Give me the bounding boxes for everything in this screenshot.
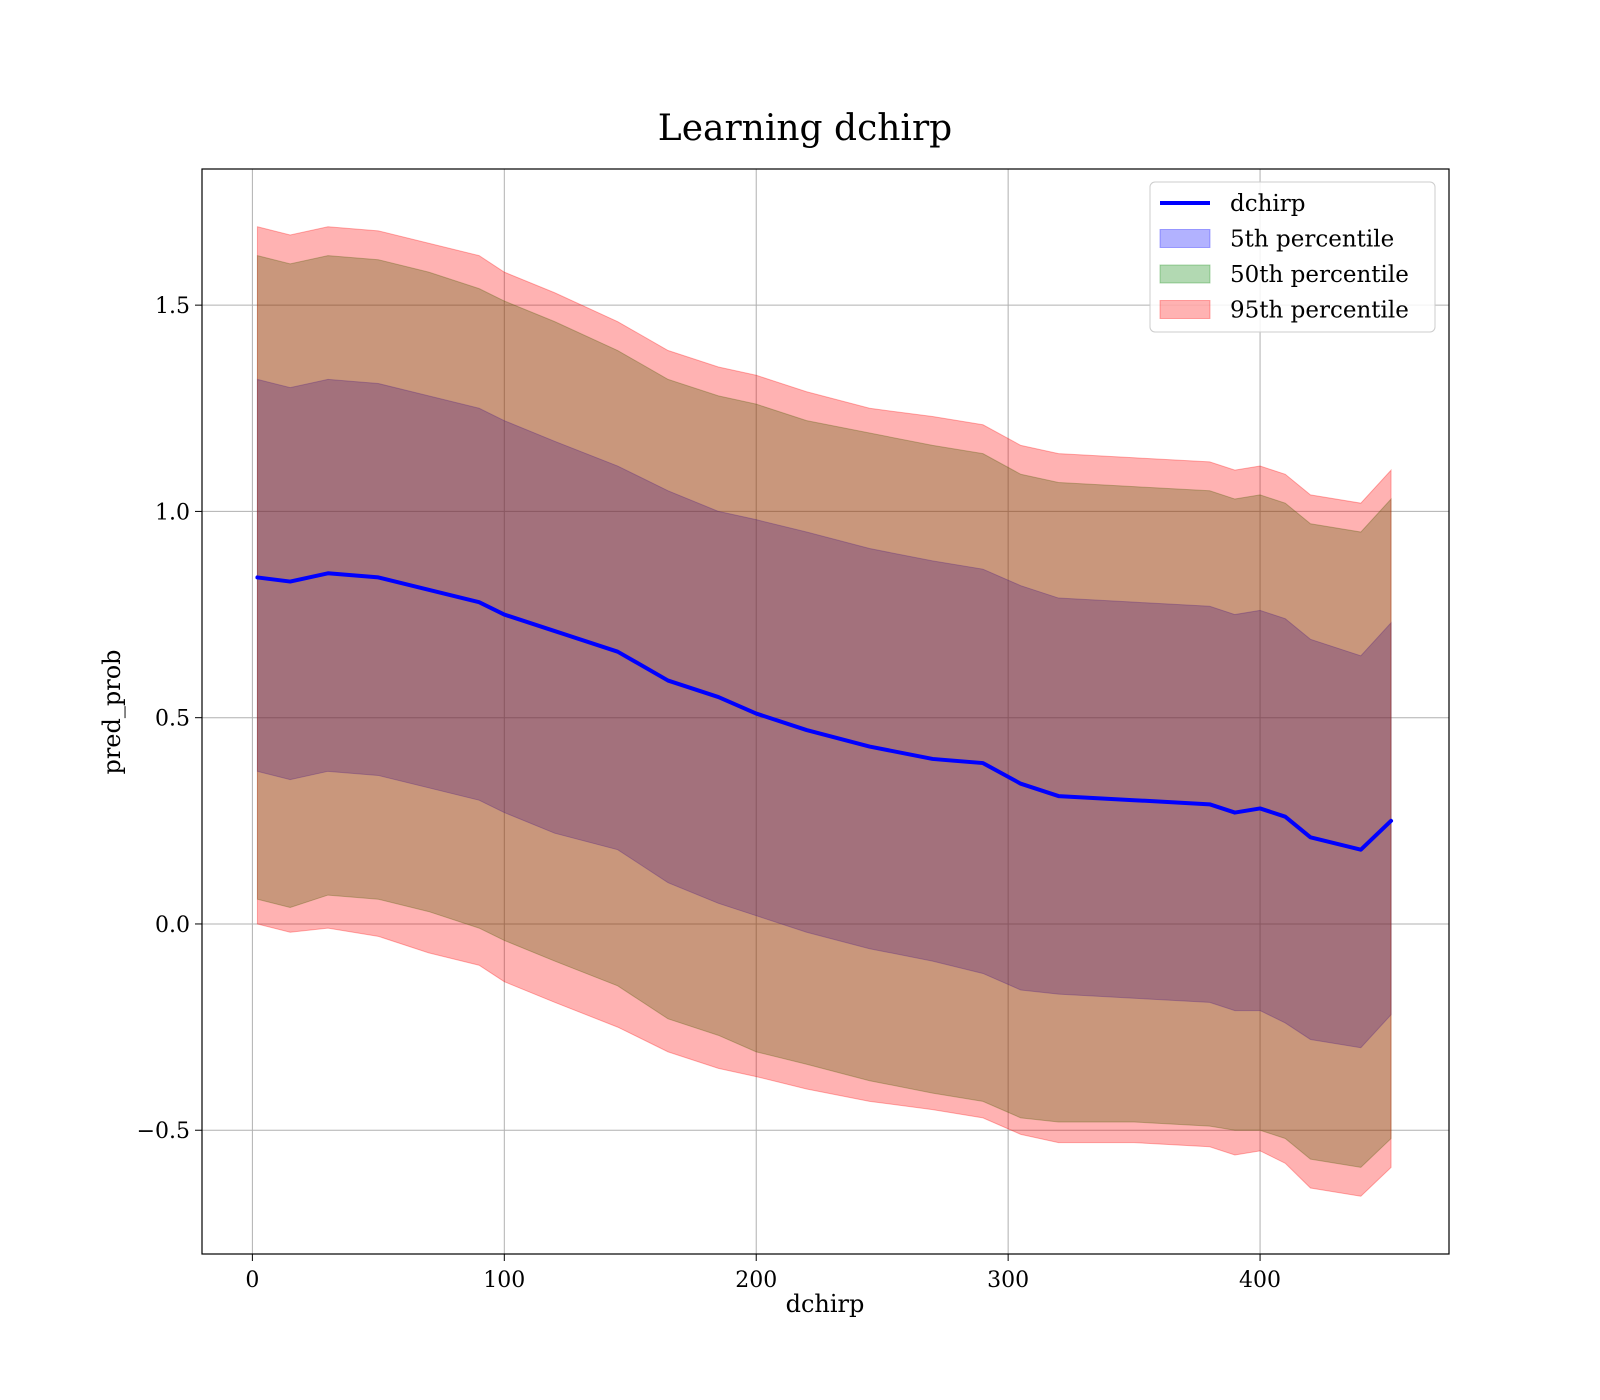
chart-title: Learning dchirp	[658, 108, 952, 149]
band-50th-percentile	[256, 254, 1392, 1168]
y-tick-label: 1.0	[155, 500, 190, 525]
plot-area	[202, 169, 1449, 1254]
x-tick-label: 300	[987, 1268, 1029, 1293]
plot-frame	[201, 168, 1450, 1255]
x-tick-label: 0	[245, 1268, 259, 1293]
y-tick-label: 0.5	[155, 707, 190, 732]
y-tick-label: 0.0	[155, 913, 190, 938]
bands	[256, 226, 1392, 1197]
legend-box	[1149, 181, 1436, 333]
legend-label: dchirp	[1230, 191, 1306, 217]
legend-swatch	[1159, 300, 1211, 319]
legend-label: 5th percentile	[1230, 227, 1394, 253]
x-tick-label: 100	[483, 1268, 525, 1293]
axis-ticks: 0 100 200 300 400 −0.5 0.0 0.5 1.0 1.5	[137, 294, 1281, 1293]
band-95th-percentile	[256, 226, 1392, 1197]
legend-label: 95th percentile	[1230, 298, 1409, 324]
band-5th-percentile	[256, 378, 1392, 1049]
grid	[202, 169, 1449, 1254]
legend-swatch	[1159, 229, 1211, 248]
x-axis-label: dchirp	[786, 1290, 865, 1318]
y-tick-label: 1.5	[155, 294, 190, 319]
series-line-dchirp	[255, 571, 1394, 852]
y-axis-label: pred_prob	[98, 649, 126, 774]
legend: dchirp 5th percentile 50th percentile 95th …	[1149, 181, 1436, 333]
legend-swatch	[1159, 264, 1211, 284]
lines	[255, 571, 1394, 852]
legend-label: 50th percentile	[1230, 262, 1409, 288]
y-tick-label: −0.5	[137, 1119, 190, 1144]
x-tick-label: 200	[735, 1268, 777, 1293]
x-tick-label: 400	[1239, 1268, 1281, 1293]
